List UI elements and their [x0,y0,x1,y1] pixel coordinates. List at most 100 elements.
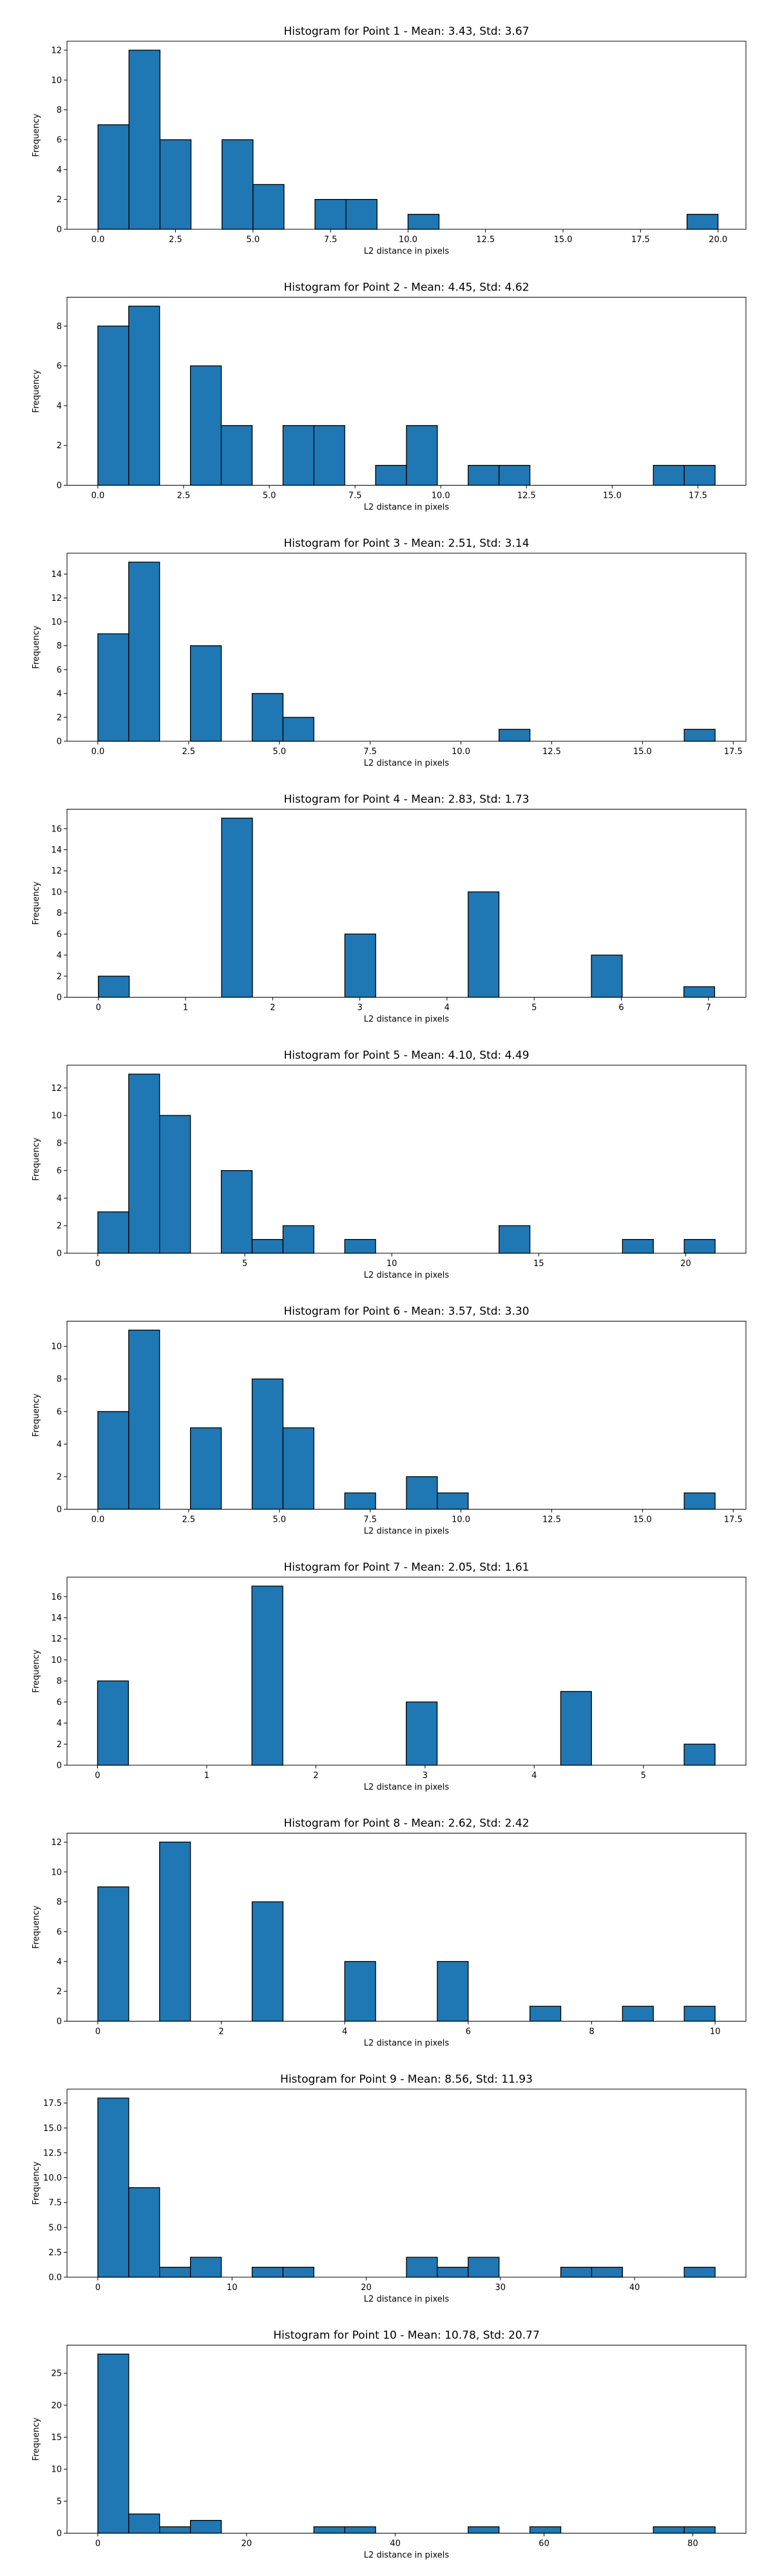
y-tick-label: 0 [57,481,62,491]
y-tick-label: 4 [57,1957,62,1967]
histogram-bar [97,1680,129,1766]
x-tick-label: 0 [95,2283,100,2293]
histogram-bar [189,645,222,742]
histogram-bar [159,2526,191,2534]
y-tick-label: 10 [51,1342,62,1352]
y-tick-label: 6 [57,1927,62,1937]
y-tick-label: 14 [51,846,62,855]
histogram-bar [314,199,347,230]
y-tick-label: 14 [51,570,62,580]
histogram-bar [97,325,129,486]
histogram-bar [189,1427,222,1510]
x-axis-label: L2 distance in pixels [364,1527,450,1537]
histogram-bar [128,562,160,742]
histogram-bar [529,2526,562,2534]
histogram-bar [683,1238,716,1254]
histogram-panel-7: Histogram for Point 7 - Mean: 2.05, Std:… [32,1561,747,1792]
x-tick-label: 20.0 [709,235,727,245]
histogram-bar [529,2005,562,2022]
y-tick-label: 0 [57,225,62,235]
y-axis-label: Frequency [32,1394,41,1437]
histogram-bar [345,199,377,230]
histogram-bar [560,1690,592,1766]
axes-frame [66,1321,747,1510]
chart-title: Histogram for Point 4 - Mean: 2.83, Std:… [283,793,529,806]
x-tick-label: 0 [95,1771,100,1781]
histogram-bar [683,2526,716,2534]
histogram-bar [313,2526,345,2534]
histogram-bar [591,954,623,998]
x-axis-label: L2 distance in pixels [364,247,450,256]
y-axis-label: Frequency [32,113,41,156]
x-tick-label: 7.5 [363,747,377,757]
x-tick-label: 0.0 [91,1515,105,1525]
histogram-bar [282,2266,314,2278]
y-tick-label: 16 [51,1593,62,1602]
x-tick-label: 4 [444,1003,450,1013]
y-tick-label: 6 [57,1698,62,1707]
y-tick-label: 8 [57,641,62,651]
histogram-bar [251,693,284,742]
x-tick-label: 1 [204,1771,209,1781]
histogram-bar [220,425,253,486]
histogram-bar [437,1492,469,1510]
histogram-bar [406,2257,438,2278]
axes-frame [66,2345,747,2533]
x-tick-label: 40 [629,2283,640,2293]
axes-frame [66,1577,747,1766]
histogram-bar [406,1701,438,1766]
x-tick-label: 5.0 [263,491,276,501]
y-axis-label: Frequency [32,1137,41,1180]
x-tick-label: 30 [495,2283,506,2293]
x-axis-label: L2 distance in pixels [364,2295,450,2304]
y-tick-label: 4 [57,1719,62,1728]
histogram-bar [97,633,129,742]
histogram-bar [344,1961,376,2022]
y-axis-label: Frequency [32,1649,41,1692]
x-tick-label: 3 [423,1771,428,1781]
histogram-panel-3: Histogram for Point 3 - Mean: 2.51, Std:… [32,537,747,768]
histogram-bar [282,1427,314,1510]
histogram-bar [159,1115,191,1254]
x-tick-label: 3 [357,1003,362,1013]
histogram-bar [128,1074,160,1254]
chart-title: Histogram for Point 3 - Mean: 2.51, Std:… [283,537,529,550]
histogram-panel-6: Histogram for Point 6 - Mean: 3.57, Std:… [32,1305,747,1537]
y-tick-label: 6 [57,1407,62,1417]
histogram-panel-10: Histogram for Point 10 - Mean: 10.78, St… [32,2329,747,2561]
y-tick-label: 10 [51,1656,62,1665]
histogram-bar [344,2526,376,2534]
y-tick-label: 20 [51,2401,62,2410]
y-tick-label: 8 [57,1898,62,1908]
y-tick-label: 6 [57,362,62,372]
x-tick-label: 5.0 [246,235,260,245]
y-tick-label: 10 [51,2465,62,2475]
x-tick-label: 60 [539,2539,549,2549]
x-tick-label: 0 [95,2539,100,2549]
axes-frame [66,2088,747,2278]
y-tick-label: 6 [57,135,62,145]
x-tick-label: 2.5 [177,491,191,501]
x-tick-label: 2.5 [182,747,195,757]
histogram-panel-4: Histogram for Point 4 - Mean: 2.83, Std:… [32,793,747,1025]
histogram-bar [683,986,716,998]
x-tick-label: 0.0 [91,747,105,757]
histogram-bar [437,2266,469,2278]
y-tick-label: 2.5 [48,2248,62,2258]
y-tick-label: 14 [51,1613,62,1623]
histogram-bar [97,1411,129,1510]
x-tick-label: 4 [342,2027,347,2037]
y-tick-label: 5 [57,2497,62,2506]
histogram-bar [97,124,129,230]
y-tick-label: 10 [51,618,62,627]
histogram-bar [653,2526,685,2534]
y-tick-label: 7.5 [48,2199,62,2208]
histogram-bar [251,1238,284,1254]
histogram-bar [622,2005,654,2022]
x-tick-label: 5 [641,1771,646,1781]
x-tick-label: 15.0 [603,491,622,501]
y-tick-label: 4 [57,1440,62,1450]
x-tick-label: 20 [361,2283,372,2293]
y-tick-label: 4 [57,951,62,961]
y-tick-label: 0 [57,993,62,1003]
